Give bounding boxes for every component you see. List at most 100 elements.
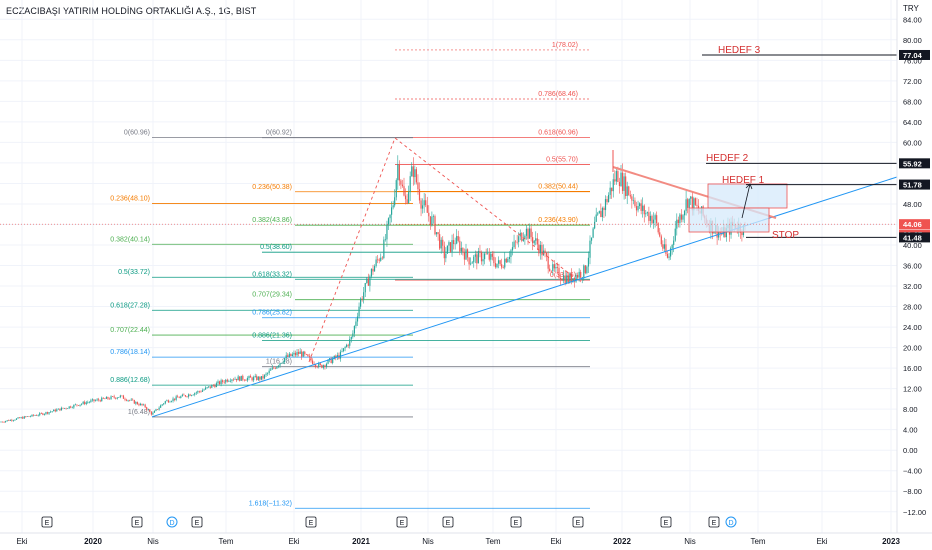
candle-body bbox=[85, 402, 87, 405]
candle-body bbox=[676, 219, 678, 229]
candle-body bbox=[524, 235, 526, 239]
candle-body bbox=[141, 403, 143, 406]
candle-body bbox=[214, 385, 216, 388]
earnings-event-label: E bbox=[45, 520, 50, 527]
candle-body bbox=[324, 365, 326, 367]
candle-body bbox=[285, 355, 287, 359]
earnings-event-marker[interactable] bbox=[305, 516, 317, 528]
y-tick-label: 68.00 bbox=[903, 97, 922, 106]
candle-body bbox=[282, 362, 284, 363]
candle-body bbox=[36, 415, 38, 416]
candle-body bbox=[333, 355, 335, 359]
candle-body bbox=[487, 253, 489, 255]
candle-body bbox=[584, 265, 586, 274]
candle-body bbox=[408, 192, 410, 203]
candle-body bbox=[646, 212, 648, 214]
dividend-event-marker[interactable] bbox=[725, 516, 737, 528]
candle-body bbox=[45, 412, 47, 414]
candle-body bbox=[364, 283, 366, 293]
x-tick-label: Tem bbox=[750, 537, 765, 546]
fib-levels: 1(78.02) 0.786(68.46) 0.618(60.96) 0.5(55.7… bbox=[110, 42, 590, 509]
fib-label: 1.618(−11.32) bbox=[249, 500, 292, 507]
candle-body bbox=[377, 259, 379, 261]
candle-body bbox=[522, 238, 524, 241]
candle-body bbox=[473, 256, 475, 263]
earnings-event-marker[interactable] bbox=[708, 516, 720, 528]
candle-body bbox=[60, 407, 63, 411]
candle-body bbox=[57, 408, 59, 410]
candle-body bbox=[490, 253, 492, 260]
candle-body bbox=[201, 390, 204, 392]
y-tick-label: 84.00 bbox=[903, 15, 922, 24]
x-tick-label: 2020 bbox=[84, 537, 102, 546]
candle-body bbox=[68, 406, 70, 409]
dividend-event-marker[interactable] bbox=[166, 516, 178, 528]
candle-body bbox=[336, 355, 338, 358]
candle-body bbox=[9, 419, 11, 421]
price-marker-label: 77.04 bbox=[903, 51, 923, 60]
candle-body bbox=[32, 414, 35, 416]
candle-body bbox=[612, 179, 614, 192]
candle-body bbox=[53, 409, 55, 412]
earnings-event-marker[interactable] bbox=[396, 516, 408, 528]
candle-body bbox=[488, 253, 490, 260]
candle-body bbox=[567, 275, 569, 283]
price-marker bbox=[899, 232, 930, 243]
candle-body bbox=[133, 400, 135, 404]
earnings-event-marker[interactable] bbox=[572, 516, 584, 528]
candle-body bbox=[683, 210, 686, 216]
candle-body bbox=[108, 398, 111, 400]
candle-body bbox=[76, 404, 78, 406]
candle-body bbox=[373, 266, 376, 272]
candle-body bbox=[693, 198, 695, 211]
candle-body bbox=[418, 189, 421, 201]
candle-body bbox=[659, 232, 661, 237]
candle-body bbox=[564, 275, 566, 284]
y-tick-label: 60.00 bbox=[903, 138, 922, 147]
candle-body bbox=[403, 186, 405, 196]
candle-body bbox=[352, 333, 354, 337]
fib-label: 0.5(33.72) bbox=[118, 269, 150, 276]
candle-body bbox=[327, 359, 329, 364]
candle-body bbox=[510, 250, 512, 257]
candle-body bbox=[456, 236, 458, 244]
candle-body bbox=[267, 373, 269, 374]
earnings-event-marker[interactable] bbox=[660, 516, 672, 528]
candle-body bbox=[81, 403, 83, 405]
candle-body bbox=[256, 376, 258, 381]
candle-body bbox=[449, 242, 452, 252]
candle-body bbox=[341, 351, 343, 352]
x-tick-label: Nis bbox=[422, 537, 434, 546]
candle-body bbox=[240, 375, 242, 381]
candle-body bbox=[586, 266, 588, 274]
candle-body bbox=[237, 376, 239, 381]
candle-body bbox=[595, 214, 597, 222]
candle-body bbox=[322, 365, 324, 368]
candle-body bbox=[5, 421, 7, 423]
candle-body bbox=[386, 224, 388, 240]
candle-body bbox=[435, 232, 438, 235]
candle-body bbox=[153, 410, 156, 413]
candle-body bbox=[666, 253, 669, 258]
candle-body bbox=[508, 256, 510, 260]
earnings-event-marker[interactable] bbox=[41, 516, 53, 528]
candle-body bbox=[102, 397, 104, 399]
earnings-event-marker[interactable] bbox=[191, 516, 203, 528]
candle-body bbox=[273, 367, 275, 369]
y-tick-label: 40.00 bbox=[903, 241, 922, 250]
target-label: HEDEF 3 bbox=[718, 45, 761, 56]
candle-body bbox=[476, 254, 478, 264]
candle-body bbox=[17, 417, 19, 419]
candle-body bbox=[211, 385, 213, 388]
candle-body bbox=[147, 409, 149, 411]
candle-body bbox=[136, 402, 138, 405]
candle-body bbox=[694, 198, 696, 205]
candle-body bbox=[146, 407, 148, 410]
earnings-event-marker[interactable] bbox=[131, 516, 143, 528]
candle-body bbox=[725, 228, 727, 238]
earnings-event-marker[interactable] bbox=[510, 516, 522, 528]
earnings-event-marker[interactable] bbox=[442, 516, 454, 528]
earnings-event-label: E bbox=[576, 520, 581, 527]
